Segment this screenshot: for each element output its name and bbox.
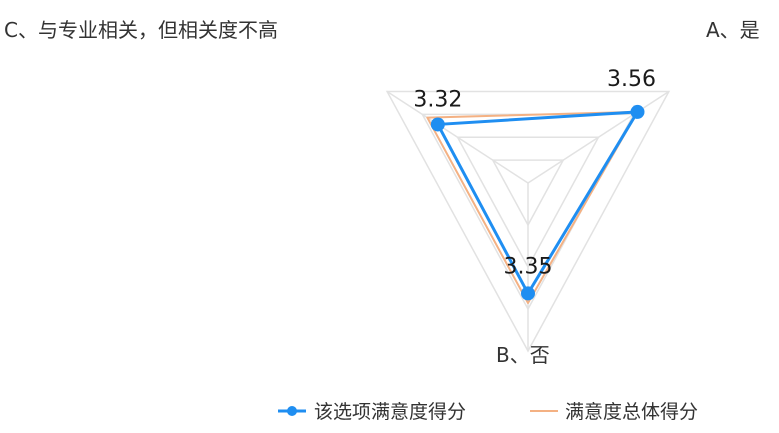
series-1-point-1[interactable]	[630, 104, 645, 119]
grid-ring-2	[456, 136, 600, 269]
legend-marker-series-1	[287, 406, 297, 416]
series-1-line	[436, 110, 639, 295]
legend: 该选项满意度得分 满意度总体得分	[278, 401, 698, 423]
legend-label-series-2: 满意度总体得分	[565, 401, 698, 423]
legend-item-series-2[interactable]: 满意度总体得分	[530, 401, 698, 423]
axis-label-c: C、与专业相关，但相关度不高	[4, 18, 278, 42]
legend-item-series-1[interactable]: 该选项满意度得分	[278, 401, 466, 423]
data-label-3: 3.32	[413, 87, 462, 112]
axis-label-b: B、否	[496, 343, 550, 367]
legend-label-series-1: 该选项满意度得分	[314, 401, 466, 423]
radar-labels: A、是 B、否 C、与专业相关，但相关度不高	[4, 18, 760, 367]
data-label-2: 3.35	[504, 254, 553, 279]
grid-spoke-1	[527, 90, 670, 184]
series-1-point-3[interactable]	[430, 117, 445, 132]
axis-label-a: A、是	[706, 18, 760, 42]
grid-spoke-3	[386, 90, 529, 184]
grid-ring-1	[491, 159, 565, 227]
series-2-line	[426, 110, 639, 304]
grid-ring-4	[385, 90, 671, 353]
radar-series: 3.56 3.35 3.32	[413, 67, 656, 304]
series-1-point-2[interactable]	[521, 286, 535, 301]
data-label-1: 3.56	[607, 67, 656, 92]
